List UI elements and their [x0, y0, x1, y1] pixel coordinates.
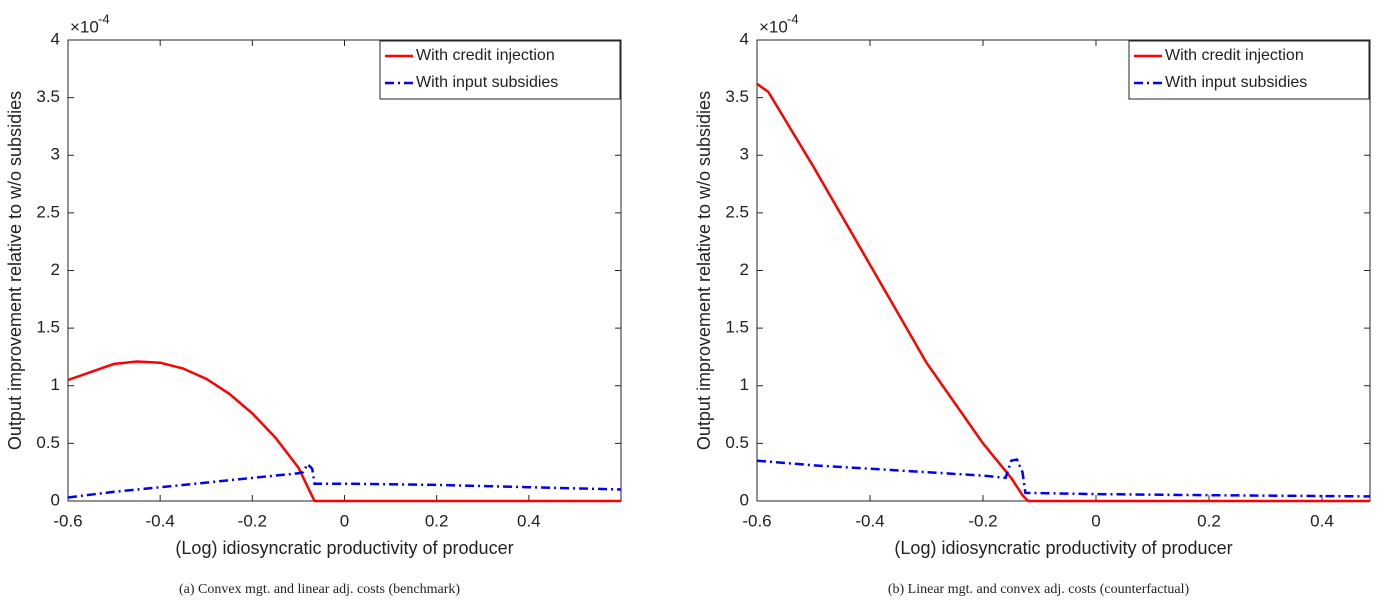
data-line [67, 462, 622, 499]
x-tick-label: -0.2 [968, 511, 997, 530]
x-tick-label: 0.4 [517, 511, 541, 530]
y-tick-label: 3.5 [36, 87, 60, 106]
x-tick-label: -0.4 [146, 511, 175, 530]
y-tick-label: 2 [51, 260, 60, 279]
x-tick-label: 0.2 [1197, 511, 1221, 530]
x-tick-label: 0.4 [1310, 511, 1334, 530]
y-exponent: -4 [98, 11, 110, 26]
y-axis-label: Output improvement relative to w/o subsi… [5, 91, 25, 450]
x-tick-label: 0 [340, 511, 349, 530]
legend-label: With input subsidies [416, 74, 558, 91]
y-tick-label: 2.5 [725, 202, 749, 221]
y-tick-label: 0.5 [725, 433, 749, 452]
caption: (b) Linear mgt. and convex adj. costs (c… [888, 582, 1190, 597]
legend-label: With credit injection [416, 47, 555, 64]
y-multiplier: ×10 [759, 17, 788, 36]
legend-label: With credit injection [1165, 47, 1304, 64]
x-tick-label: -0.6 [742, 511, 771, 530]
legend-label: With input subsidies [1165, 74, 1307, 91]
y-tick-label: 0.5 [36, 433, 60, 452]
legend-box [1128, 40, 1370, 100]
x-tick-label: 0.2 [425, 511, 449, 530]
y-tick-label: 3 [740, 145, 749, 164]
caption: (a) Convex mgt. and linear adj. costs (b… [179, 582, 460, 597]
plot-area [67, 39, 622, 502]
y-tick-label: 0 [740, 490, 749, 509]
x-tick-label: -0.4 [855, 511, 884, 530]
x-tick-label: -0.6 [53, 511, 82, 530]
x-axis-label: (Log) idiosyncratic productivity of prod… [175, 538, 513, 558]
y-tick-label: 3 [51, 145, 60, 164]
x-tick-label: 0 [1091, 511, 1100, 530]
plot-area [756, 39, 1371, 502]
data-line [756, 458, 1371, 498]
legend-box [379, 40, 621, 100]
y-tick-label: 1 [740, 375, 749, 394]
x-axis-label: (Log) idiosyncratic productivity of prod… [894, 538, 1232, 558]
y-exponent: -4 [787, 11, 799, 26]
y-tick-label: 2 [740, 260, 749, 279]
data-line [67, 360, 621, 503]
y-tick-label: 1.5 [725, 318, 749, 337]
y-tick-label: 1.5 [36, 318, 60, 337]
y-tick-label: 1 [51, 375, 60, 394]
y-tick-label: 3.5 [725, 87, 749, 106]
data-line [756, 82, 1370, 503]
y-multiplier: ×10 [70, 17, 99, 36]
x-tick-label: -0.2 [238, 511, 267, 530]
y-axis-label: Output improvement relative to w/o subsi… [694, 91, 714, 450]
y-tick-label: 4 [51, 29, 60, 48]
y-tick-label: 2.5 [36, 202, 60, 221]
y-tick-label: 4 [740, 29, 749, 48]
y-tick-label: 0 [51, 490, 60, 509]
